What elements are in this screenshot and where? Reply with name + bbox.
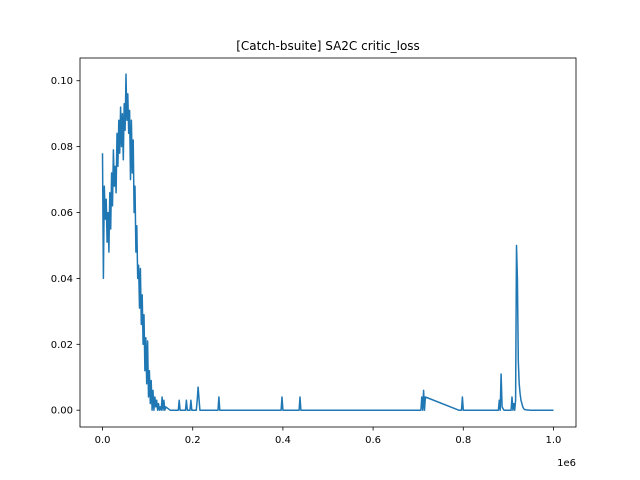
x-tick-label: 0.6 [365, 435, 381, 446]
x-tick-label: 0.4 [275, 435, 291, 446]
x-tick-label: 0.0 [95, 435, 111, 446]
y-tick-label: 0.10 [51, 76, 73, 87]
y-tick-label: 0.02 [51, 340, 73, 351]
y-tick-label: 0.00 [51, 406, 73, 417]
x-tick-label: 0.2 [185, 435, 201, 446]
x-tick-label: 0.8 [455, 435, 471, 446]
axes-frame [79, 57, 577, 428]
x-axis-offset-label: 1e6 [557, 458, 576, 469]
y-tick-label: 0.04 [51, 274, 73, 285]
y-axis-ticks: 0.00 0.02 0.04 0.06 0.08 0.10 [51, 76, 80, 417]
plot-area [101, 73, 554, 411]
y-tick-label: 0.08 [51, 142, 73, 153]
x-tick-label: 1.0 [546, 435, 562, 446]
y-tick-label: 0.06 [51, 208, 73, 219]
series-line-0 [101, 73, 554, 411]
chart-title: [Catch-bsuite] SA2C critic_loss [236, 39, 420, 53]
x-axis-ticks: 0.0 0.2 0.4 0.6 0.8 1.0 [95, 427, 562, 446]
